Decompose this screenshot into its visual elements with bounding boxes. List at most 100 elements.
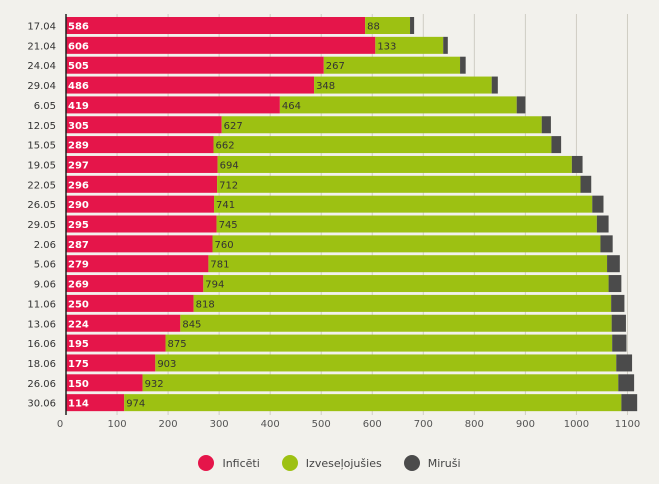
- bar-recovered: [216, 215, 597, 233]
- bar-infected: [66, 235, 213, 253]
- x-tick-label: 100: [107, 419, 126, 430]
- y-tick-label: 2.06: [34, 240, 56, 251]
- bar-recovered: [212, 235, 601, 253]
- legend-label-deceased: Miruši: [427, 456, 461, 470]
- data-label: 662: [216, 141, 235, 152]
- bar-deceased: [516, 96, 526, 114]
- bar-recovered: [155, 354, 617, 372]
- bar-deceased: [580, 175, 592, 193]
- data-label: 694: [220, 160, 239, 171]
- bar-deceased: [608, 275, 622, 293]
- bar-recovered: [193, 294, 612, 312]
- data-label: 287: [68, 240, 89, 251]
- y-tick-label: 26.05: [27, 200, 56, 211]
- bar-deceased: [611, 314, 626, 332]
- legend-item-infected: Inficēti: [198, 455, 260, 471]
- bar-infected: [66, 255, 209, 273]
- bar-recovered: [213, 136, 552, 154]
- bar-infected: [66, 56, 324, 74]
- legend-dot-infected: [198, 455, 215, 471]
- data-label: 295: [68, 220, 89, 231]
- data-label: 296: [68, 180, 89, 191]
- data-label: 279: [68, 260, 89, 271]
- y-tick-label: 15.05: [27, 141, 56, 152]
- data-label: 289: [68, 141, 89, 152]
- bar-deceased: [460, 56, 466, 74]
- bar-recovered: [221, 116, 542, 134]
- data-label: 305: [68, 121, 89, 132]
- data-label: 419: [68, 101, 89, 112]
- bar-deceased: [600, 235, 613, 253]
- bar-infected: [66, 394, 125, 412]
- data-label: 760: [214, 240, 233, 251]
- bar-recovered: [323, 56, 461, 74]
- bar-deceased: [611, 294, 625, 312]
- bar-deceased: [618, 374, 635, 392]
- legend-dot-deceased: [403, 455, 420, 471]
- bar-infected: [66, 354, 156, 372]
- x-tick-label: 600: [363, 419, 382, 430]
- y-tick-label: 26.06: [27, 379, 56, 390]
- data-label: 745: [219, 220, 238, 231]
- data-label: 224: [68, 319, 89, 330]
- data-label: 505: [68, 61, 89, 72]
- data-label: 903: [157, 359, 176, 370]
- y-tick-label: 6.05: [34, 101, 56, 112]
- bar-recovered: [203, 275, 609, 293]
- bar-recovered: [279, 96, 517, 114]
- data-label: 133: [377, 41, 396, 52]
- bar-recovered: [314, 76, 492, 94]
- bar-recovered: [214, 195, 593, 213]
- y-tick-label: 13.06: [27, 319, 56, 330]
- bar-infected: [66, 195, 215, 213]
- data-label: 712: [219, 180, 238, 191]
- data-label: 297: [68, 160, 89, 171]
- data-label: 627: [224, 121, 243, 132]
- legend-label-recovered: Izveseļojušies: [305, 456, 382, 470]
- bar-infected: [66, 17, 366, 34]
- bar-infected: [66, 374, 143, 392]
- bar-deceased: [596, 215, 609, 233]
- bar-deceased: [443, 36, 448, 54]
- y-tick-label: 21.04: [27, 41, 56, 52]
- bar-recovered: [180, 314, 612, 332]
- bar-recovered: [165, 334, 613, 352]
- data-label: 464: [282, 101, 301, 112]
- x-tick-label: 700: [414, 419, 433, 430]
- x-tick-label: 800: [465, 419, 484, 430]
- data-label: 114: [68, 399, 89, 410]
- bar-recovered: [142, 374, 619, 392]
- bar-infected: [66, 76, 315, 94]
- x-tick-label: 0: [57, 419, 63, 430]
- data-label: 741: [216, 200, 235, 211]
- data-label: 486: [68, 81, 89, 92]
- data-label: 269: [68, 280, 89, 291]
- bar-infected: [66, 215, 217, 233]
- y-tick-label: 9.06: [34, 280, 56, 291]
- bar-deceased: [551, 136, 562, 154]
- data-label: 348: [316, 81, 335, 92]
- y-tick-label: 17.04: [27, 22, 56, 33]
- data-label: 845: [182, 319, 201, 330]
- data-label: 932: [145, 379, 164, 390]
- x-tick-label: 500: [312, 419, 331, 430]
- bar-deceased: [607, 255, 620, 273]
- y-tick-label: 19.05: [27, 160, 56, 171]
- x-tick-label: 400: [261, 419, 280, 430]
- y-tick-label: 12.05: [27, 121, 56, 132]
- data-label: 150: [68, 379, 89, 390]
- x-tick-label: 900: [516, 419, 535, 430]
- data-label: 781: [210, 260, 229, 271]
- bar-deceased: [410, 17, 415, 34]
- y-tick-label: 11.06: [27, 299, 56, 310]
- bar-deceased: [621, 394, 638, 412]
- bar-recovered: [124, 394, 622, 412]
- legend: Inficēti Izveseļojušies Miruši: [0, 455, 659, 471]
- bar-infected: [66, 294, 194, 312]
- bar-deceased: [571, 155, 583, 173]
- data-label: 606: [68, 41, 89, 52]
- legend-item-deceased: Miruši: [403, 455, 461, 471]
- bar-infected: [66, 136, 214, 154]
- legend-label-infected: Inficēti: [222, 456, 260, 470]
